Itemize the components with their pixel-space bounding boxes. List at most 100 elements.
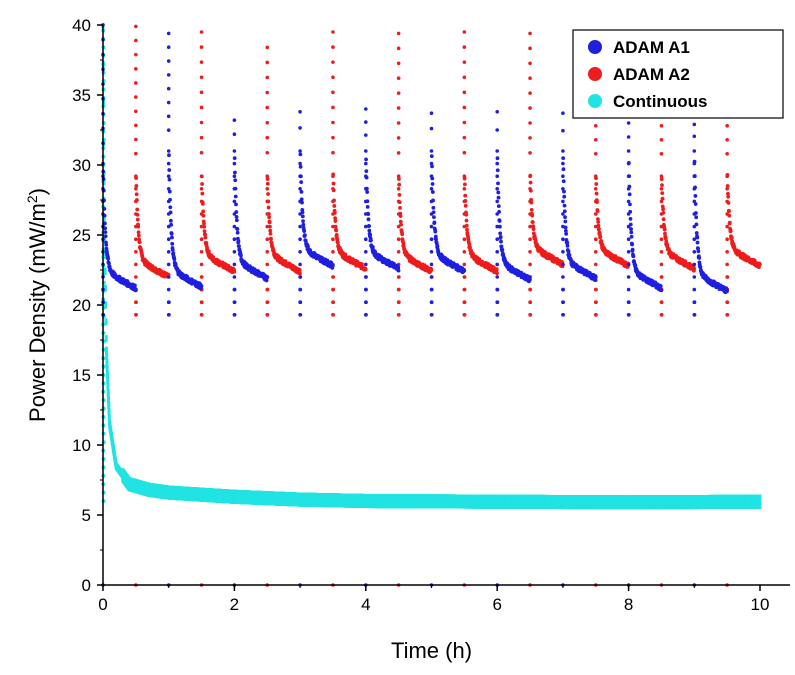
- adam-a1-point: [364, 157, 368, 162]
- adam-a2-point: [359, 262, 364, 266]
- adam-a2-point: [331, 181, 336, 186]
- adam-a1-point: [433, 229, 438, 234]
- adam-a2-point: [331, 313, 336, 317]
- adam-a1-point: [172, 257, 177, 262]
- adam-a1-point: [166, 161, 171, 166]
- adam-a1-point: [133, 283, 137, 288]
- adam-a2-point: [134, 38, 138, 43]
- adam-a1-point: [298, 313, 303, 317]
- adam-a2-point: [495, 271, 499, 276]
- adam-a2-point: [462, 75, 467, 80]
- adam-a1-point: [199, 284, 204, 288]
- adam-a2-point: [265, 262, 270, 267]
- adam-a2-point: [199, 174, 204, 179]
- adam-a2-point: [397, 313, 401, 317]
- adam-a2-point: [529, 200, 534, 205]
- adam-a2-point: [462, 90, 467, 95]
- adam-a2-point: [298, 271, 302, 276]
- adam-a1-point: [497, 209, 501, 214]
- adam-a1-point: [367, 228, 372, 233]
- adam-a2-point: [396, 187, 401, 191]
- adam-a1-point: [265, 275, 270, 280]
- adam-a2-point: [134, 313, 138, 317]
- adam-a2-point: [397, 287, 401, 292]
- adam-a2-point: [265, 177, 270, 181]
- adam-a1-point: [330, 263, 335, 268]
- adam-a1-point: [233, 186, 238, 191]
- adam-a2-point: [396, 106, 401, 110]
- adam-a2-point: [659, 138, 664, 142]
- adam-a2-point: [462, 187, 467, 191]
- adam-a1-point: [133, 288, 138, 293]
- adam-a2-point: [462, 313, 467, 317]
- adam-a2-point: [528, 91, 532, 95]
- adam-a2-point: [659, 177, 664, 182]
- adam-a1-point: [497, 219, 502, 223]
- adam-a2-point: [199, 45, 204, 49]
- adam-a1-point: [368, 232, 373, 237]
- adam-a1-point: [106, 256, 111, 261]
- adam-a2-point: [663, 231, 667, 236]
- adam-a1-point: [433, 234, 438, 239]
- adam-a2-point: [200, 275, 204, 279]
- adam-a1-point: [495, 168, 500, 173]
- adam-a1-point: [170, 241, 175, 246]
- adam-a2-point: [757, 262, 762, 267]
- adam-a1-point: [430, 190, 435, 194]
- adam-a2-point: [199, 135, 204, 140]
- adam-a1-point: [364, 300, 368, 305]
- adam-a1-point: [366, 217, 371, 222]
- adam-a2-point: [397, 192, 402, 197]
- adam-a1-point: [429, 262, 434, 267]
- adam-a2-point: [265, 45, 270, 50]
- adam-a2-point: [396, 46, 401, 51]
- adam-a2-point: [297, 268, 302, 272]
- adam-a2-point: [593, 262, 598, 267]
- adam-a2-point: [661, 210, 666, 215]
- adam-a1-point: [366, 212, 371, 217]
- adam-a2-point: [134, 109, 138, 114]
- adam-a2-point: [134, 187, 138, 191]
- adam-a2-point: [134, 250, 138, 254]
- adam-a2-point: [596, 223, 601, 228]
- adam-a1-point: [235, 230, 240, 235]
- adam-a2-point: [333, 219, 338, 223]
- adam-a1-point: [495, 199, 500, 204]
- adam-a1-point: [166, 287, 171, 292]
- adam-a2-point: [331, 150, 335, 155]
- adam-a2-point: [725, 184, 730, 188]
- adam-a1-point: [300, 200, 304, 205]
- adam-a1-point: [429, 287, 434, 292]
- adam-a2-point: [462, 262, 467, 267]
- adam-a2-point: [396, 31, 401, 36]
- adam-a2-point: [726, 191, 730, 196]
- adam-a2-point: [399, 222, 403, 227]
- adam-a2-point: [332, 211, 337, 215]
- adam-a1-point: [496, 181, 500, 186]
- adam-a2-point: [199, 224, 204, 229]
- adam-a2-point: [528, 31, 532, 36]
- adam-a1-point: [364, 237, 368, 241]
- adam-a1-point: [107, 261, 111, 266]
- adam-a2-point: [134, 192, 139, 197]
- adam-a2-point: [462, 237, 467, 241]
- adam-a1-point: [364, 250, 368, 254]
- adam-a1-point: [234, 218, 239, 223]
- adam-a2-point: [199, 105, 204, 110]
- adam-a1-point: [232, 275, 237, 279]
- adam-a2-point: [729, 235, 734, 240]
- adam-a2-point: [199, 237, 204, 241]
- adam-a2-point: [463, 203, 468, 208]
- adam-a1-point: [429, 154, 434, 159]
- adam-a2-point: [265, 135, 270, 140]
- adam-a2-point: [528, 237, 532, 241]
- adam-a1-point: [364, 149, 368, 153]
- adam-a2-point: [726, 194, 731, 199]
- adam-a1-point: [167, 177, 172, 182]
- adam-a2-point: [265, 174, 270, 178]
- adam-a2-point: [660, 183, 664, 188]
- adam-a1-point: [365, 190, 370, 194]
- adam-a1-point: [238, 253, 243, 258]
- adam-a2-point: [528, 180, 533, 185]
- adam-a2-point: [134, 300, 138, 305]
